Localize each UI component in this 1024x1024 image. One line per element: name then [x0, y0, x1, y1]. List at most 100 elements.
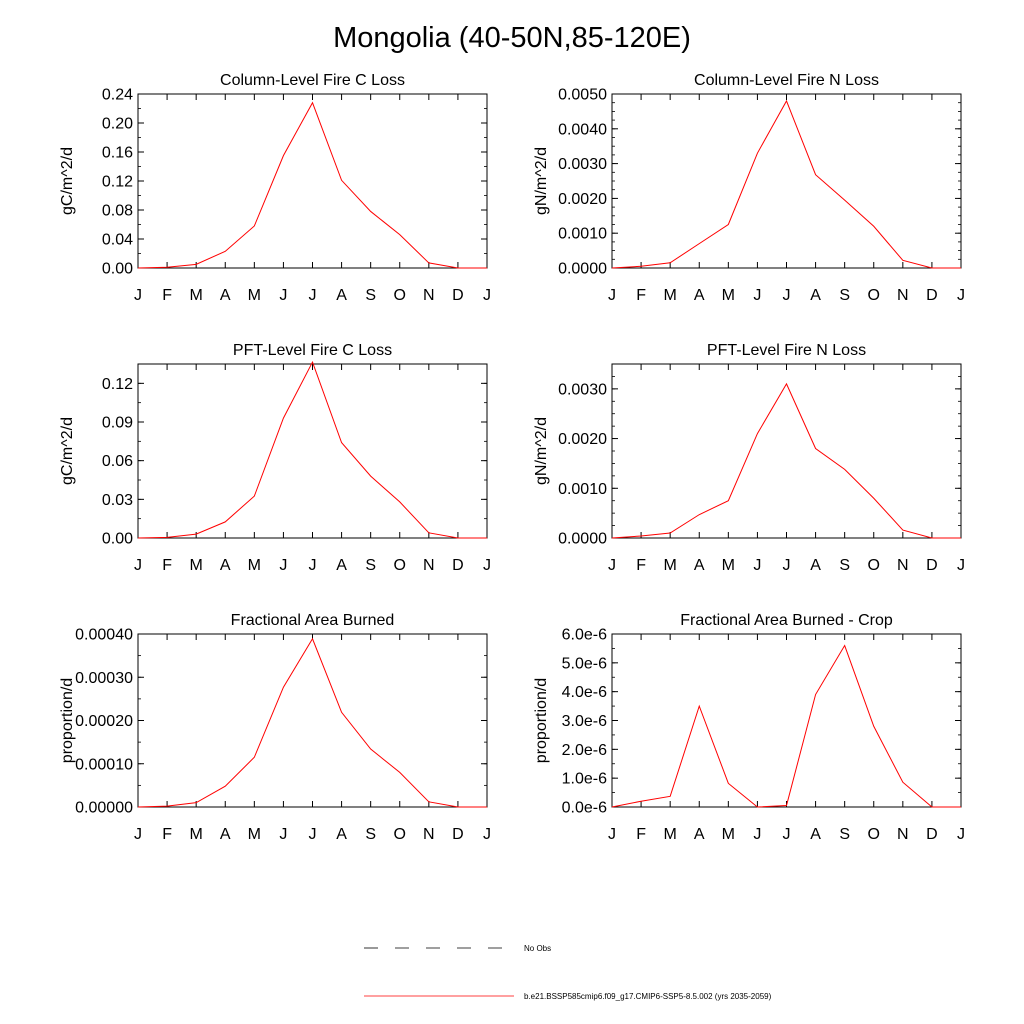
y-tick-label: 0.00010 — [75, 756, 133, 773]
x-tick-label: F — [162, 557, 172, 574]
x-tick-label: O — [394, 287, 406, 304]
x-tick-label: J — [753, 287, 761, 304]
x-tick-label: D — [452, 287, 464, 304]
figure-title: Mongolia (40-50N,85-120E) — [333, 22, 691, 54]
x-tick-label: J — [957, 826, 965, 843]
y-tick-label: 0.24 — [102, 87, 133, 104]
x-tick-label: N — [897, 557, 909, 574]
legend-swatches — [364, 947, 514, 997]
x-tick-label: A — [336, 557, 347, 574]
x-tick-label: A — [810, 287, 821, 304]
y-tick-label: 0.12 — [102, 376, 133, 393]
x-tick-label: D — [926, 826, 938, 843]
y-tick-label: 0.0050 — [558, 87, 607, 104]
y-tick-label: 0.0030 — [558, 156, 607, 173]
y-tick-label: 0.0030 — [558, 381, 607, 398]
x-tick-label: O — [394, 826, 406, 843]
x-tick-label: A — [336, 287, 347, 304]
y-tick-label: 0.00 — [102, 531, 133, 548]
x-tick-label: M — [190, 287, 203, 304]
x-tick-label: J — [309, 557, 317, 574]
x-tick-label: J — [134, 557, 142, 574]
x-tick-label: A — [694, 287, 705, 304]
x-tick-label: J — [608, 557, 616, 574]
chart-title: Column-Level Fire N Loss — [694, 72, 879, 89]
x-tick-label: A — [810, 557, 821, 574]
y-tick-label: 0.0020 — [558, 191, 607, 208]
y-tick-label: 4.0e-6 — [562, 684, 607, 701]
y-tick-label: 0.16 — [102, 145, 133, 162]
x-tick-label: J — [753, 557, 761, 574]
x-tick-label: J — [134, 287, 142, 304]
x-tick-label: M — [248, 557, 261, 574]
y-tick-label: 5.0e-6 — [562, 655, 607, 672]
chart-svg: Column-Level Fire N Loss 0.0000 0.0010 0.00… — [533, 72, 965, 304]
y-tick-label: 0.0000 — [558, 261, 607, 278]
x-tick-label: A — [694, 557, 705, 574]
x-tick-label: A — [220, 826, 231, 843]
x-tick-label: A — [694, 826, 705, 843]
x-tick-label: S — [839, 287, 850, 304]
x-tick-label: J — [608, 287, 616, 304]
x-tick-label: A — [336, 826, 347, 843]
y-tick-label: 0.04 — [102, 232, 133, 249]
x-tick-label: O — [394, 557, 406, 574]
x-tick-label: M — [248, 287, 261, 304]
x-tick-label: D — [452, 557, 464, 574]
y-tick-label: 0.06 — [102, 453, 133, 470]
chart-title: PFT-Level Fire C Loss — [233, 342, 392, 359]
x-tick-label: A — [220, 557, 231, 574]
y-tick-label: 0.0010 — [558, 481, 607, 498]
x-tick-label: M — [722, 287, 735, 304]
x-tick-label: A — [810, 826, 821, 843]
x-tick-label: D — [452, 826, 464, 843]
y-axis-label: gC/m^2/d — [59, 147, 76, 215]
chart-svg: PFT-Level Fire N Loss 0.0000 0.0010 0.0020 0… — [533, 342, 965, 574]
x-tick-label: J — [134, 826, 142, 843]
x-tick-label: M — [190, 826, 203, 843]
x-tick-label: J — [957, 287, 965, 304]
x-tick-label: F — [636, 287, 646, 304]
series-line — [611, 644, 961, 808]
y-axis-label: gN/m^2/d — [533, 417, 550, 485]
x-tick-label: S — [365, 557, 376, 574]
x-tick-label: J — [783, 287, 791, 304]
chart-svg: PFT-Level Fire C Loss 0.00 0.03 0.06 0.09 0.1… — [59, 342, 491, 574]
x-tick-label: M — [722, 557, 735, 574]
x-tick-label: J — [309, 287, 317, 304]
x-tick-label: N — [423, 557, 435, 574]
x-tick-label: O — [868, 557, 880, 574]
x-tick-label: F — [162, 287, 172, 304]
x-tick-label: J — [309, 826, 317, 843]
chart-title: Fractional Area Burned - Crop — [680, 612, 893, 629]
x-tick-label: J — [783, 557, 791, 574]
x-tick-label: N — [423, 287, 435, 304]
y-axis-label: proportion/d — [533, 678, 550, 763]
x-tick-label: J — [783, 826, 791, 843]
x-tick-label: D — [926, 557, 938, 574]
x-tick-label: N — [423, 826, 435, 843]
x-tick-label: J — [483, 826, 491, 843]
x-tick-label: N — [897, 287, 909, 304]
x-tick-label: J — [483, 557, 491, 574]
y-tick-label: 0.0020 — [558, 431, 607, 448]
y-tick-label: 0.00000 — [75, 800, 133, 817]
y-axis-label: gC/m^2/d — [59, 417, 76, 485]
y-tick-label: 0.08 — [102, 203, 133, 220]
chart-title: Column-Level Fire C Loss — [220, 72, 405, 89]
x-tick-label: O — [868, 287, 880, 304]
x-tick-label: S — [365, 826, 376, 843]
y-tick-label: 0.09 — [102, 415, 133, 432]
y-tick-label: 0.20 — [102, 116, 133, 133]
plot-frame — [611, 633, 962, 808]
x-tick-label: J — [279, 826, 287, 843]
x-tick-label: S — [839, 557, 850, 574]
x-tick-label: M — [190, 557, 203, 574]
x-tick-label: F — [636, 826, 646, 843]
x-tick-label: J — [483, 287, 491, 304]
x-tick-label: J — [608, 826, 616, 843]
x-tick-label: M — [664, 557, 677, 574]
y-tick-label: 0.00020 — [75, 713, 133, 730]
y-tick-label: 0.0040 — [558, 121, 607, 138]
x-tick-label: S — [365, 287, 376, 304]
